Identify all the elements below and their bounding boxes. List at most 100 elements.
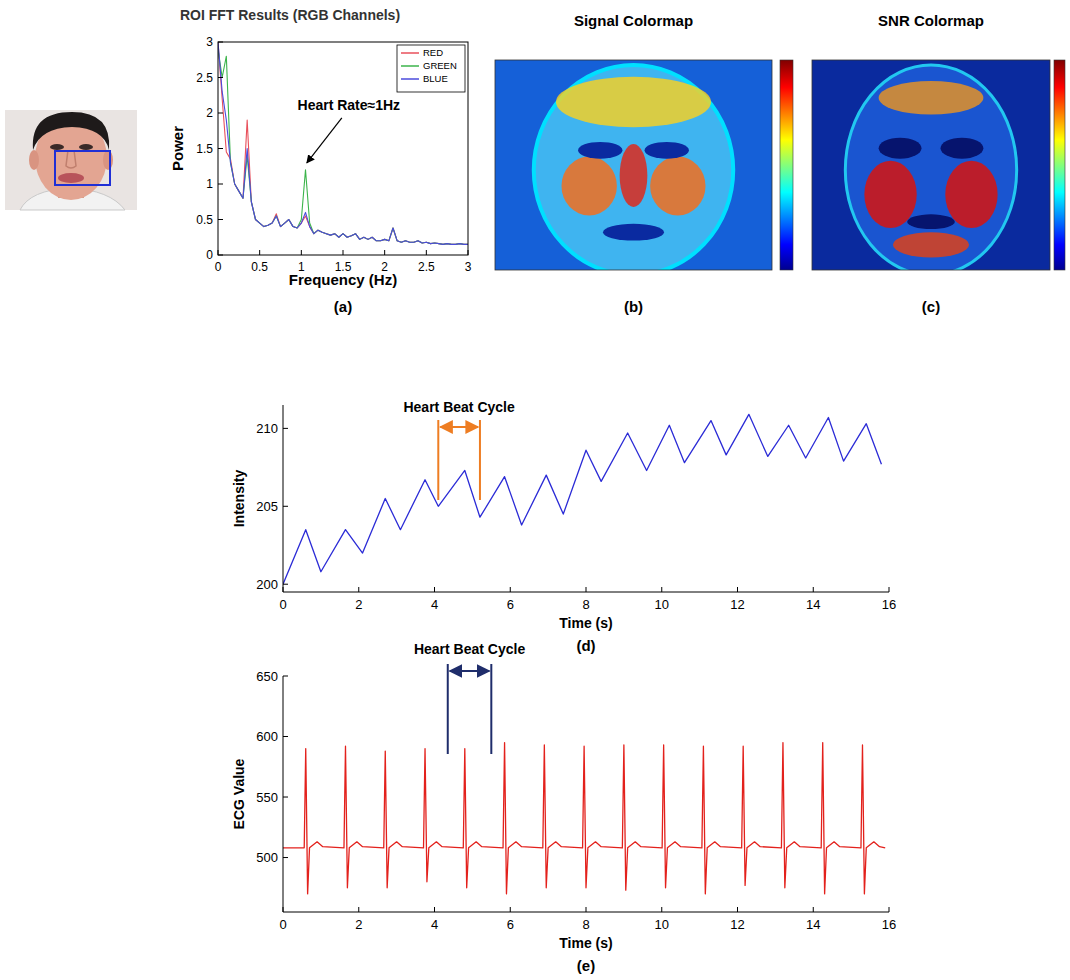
colormap-image <box>495 60 772 270</box>
annotation-text: Heart Rate≈1Hz <box>298 97 401 113</box>
annotation-text: Heart Beat Cycle <box>414 641 525 657</box>
y-tick-label: 0.5 <box>196 213 213 227</box>
x-tick-label: 10 <box>655 917 669 932</box>
photo-nose <box>66 150 76 168</box>
y-tick-label: 2 <box>206 106 213 120</box>
photo-eye <box>79 144 93 150</box>
chart-title: ROI FFT Results (RGB Channels) <box>180 7 400 23</box>
map-forehead <box>879 81 984 115</box>
series-line <box>218 49 468 244</box>
y-tick <box>283 506 288 507</box>
map-mouth <box>907 214 955 229</box>
y-tick-label: 200 <box>256 577 278 592</box>
x-tick <box>813 587 814 592</box>
map-cheek <box>864 161 916 228</box>
colorbar <box>780 60 793 270</box>
x-tick <box>301 250 302 255</box>
x-tick-label: 0 <box>279 917 286 932</box>
legend-label: RED <box>423 47 443 58</box>
annotation: Heart Rate≈1Hz <box>298 97 401 163</box>
photo-ear <box>103 150 113 170</box>
x-tick-label: 2.5 <box>418 260 435 274</box>
bracket-line <box>447 664 449 754</box>
series-line <box>218 42 468 244</box>
x-tick <box>434 907 435 912</box>
y-tick <box>283 797 288 798</box>
axes: 0246810121416200205210 <box>256 405 896 612</box>
panel-label: (e) <box>577 957 595 974</box>
y-tick <box>283 857 288 858</box>
figure: 00.511.522.5300.511.522.53Frequency (Hz)… <box>0 0 1070 980</box>
y-tick-label: 3 <box>206 35 213 49</box>
x-tick <box>889 907 890 912</box>
x-tick-label: 6 <box>507 597 514 612</box>
annotation: Heart Beat Cycle <box>403 399 514 500</box>
x-tick <box>283 907 284 912</box>
y-axis-line <box>283 405 284 592</box>
x-tick-label: 10 <box>655 597 669 612</box>
x-tick-label: 8 <box>582 917 589 932</box>
y-tick <box>218 255 223 256</box>
map-frame <box>812 60 1050 270</box>
y-tick <box>283 584 288 585</box>
y-tick-label: 550 <box>256 790 278 805</box>
annotation-arrow <box>307 118 342 163</box>
axes-frame <box>218 42 468 255</box>
axes: 0246810121416500550600650 <box>256 669 896 932</box>
y-tick-label: 2.5 <box>196 71 213 85</box>
x-tick-label: 2 <box>355 597 362 612</box>
axes: 00.511.522.5300.511.522.53 <box>196 35 471 274</box>
photo-hair <box>33 112 109 150</box>
y-tick-label: 1 <box>206 177 213 191</box>
x-tick <box>434 587 435 592</box>
map-eye <box>578 142 622 159</box>
x-tick-label: 8 <box>582 597 589 612</box>
x-tick <box>510 587 511 592</box>
chart-3: 0246810121416200205210Time (s)Intensity(… <box>231 399 896 654</box>
series-line <box>283 743 885 894</box>
y-tick <box>218 184 223 185</box>
annotation-text: Heart Beat Cycle <box>403 399 514 415</box>
map-frame <box>495 60 772 270</box>
panel-label: (d) <box>576 637 595 654</box>
x-tick <box>218 250 219 255</box>
x-tick-label: 4 <box>431 917 438 932</box>
colormap-image <box>812 60 1050 270</box>
bracket-arrow <box>440 426 478 428</box>
map-mouth <box>603 224 664 241</box>
map-chin <box>893 232 969 257</box>
map-eye <box>879 138 922 159</box>
legend-label: BLUE <box>423 73 448 84</box>
x-tick <box>586 587 587 592</box>
bracket-line <box>479 420 481 500</box>
photo-lips <box>58 173 84 183</box>
plot-area <box>283 743 885 894</box>
series-line <box>283 414 881 584</box>
face-photo <box>5 110 137 210</box>
y-tick-label: 1.5 <box>196 142 213 156</box>
bracket-line <box>437 420 439 500</box>
legend-swatch <box>401 78 419 80</box>
y-tick-label: 600 <box>256 729 278 744</box>
series-line <box>218 42 468 244</box>
y-tick <box>218 148 223 149</box>
y-tick <box>283 676 288 677</box>
photo-ear <box>29 150 39 170</box>
x-tick-label: 14 <box>806 917 820 932</box>
photo-background <box>5 110 137 210</box>
y-tick <box>218 113 223 114</box>
x-tick <box>343 250 344 255</box>
y-axis-title: ECG Value <box>231 758 247 829</box>
x-tick <box>737 587 738 592</box>
chart-4: 0246810121416500550600650Time (s)ECG Val… <box>231 641 896 974</box>
chart-title: SNR Colormap <box>878 12 984 29</box>
x-tick-label: 4 <box>431 597 438 612</box>
x-tick <box>510 907 511 912</box>
panel-label: (b) <box>624 298 643 315</box>
map-face <box>845 65 1016 270</box>
map-eye <box>645 142 689 159</box>
x-tick-label: 12 <box>730 917 744 932</box>
x-axis-title: Time (s) <box>559 615 612 631</box>
bracket-line <box>490 664 492 754</box>
y-tick-label: 205 <box>256 499 278 514</box>
